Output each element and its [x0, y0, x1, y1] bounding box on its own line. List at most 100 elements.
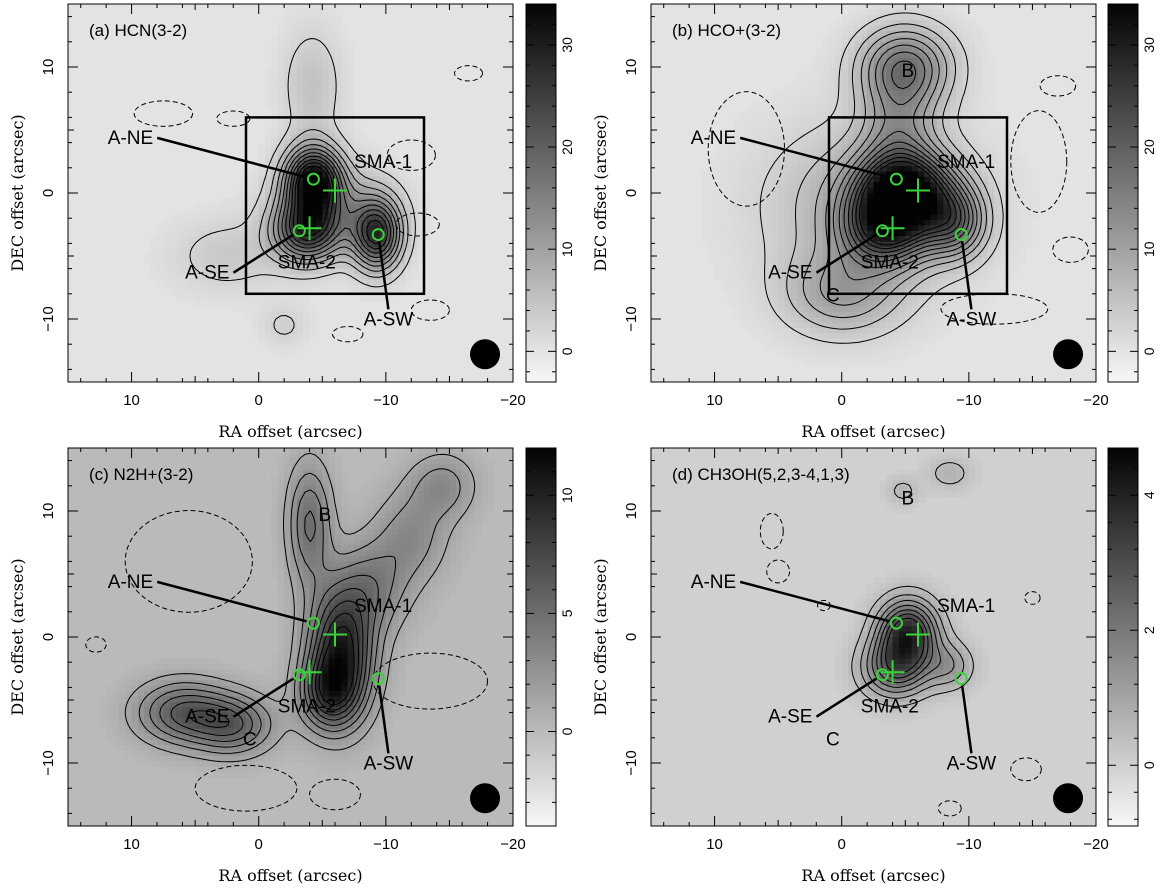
map-cell: [918, 36, 925, 43]
map-cell: [816, 360, 824, 367]
map-cell: [822, 268, 830, 275]
map-cell: [835, 317, 843, 324]
map-cell: [835, 106, 843, 113]
map-cell: [809, 58, 817, 64]
map-cell: [879, 182, 887, 189]
map-cell: [759, 284, 767, 291]
map-cell: [873, 95, 881, 102]
map-cell: [360, 187, 368, 194]
map-cell: [892, 166, 900, 172]
negative-contour: [940, 293, 1049, 325]
map-cell: [207, 674, 215, 681]
map-cell: [873, 176, 881, 183]
map-cell: [822, 247, 830, 253]
map-cell: [860, 274, 868, 280]
map-cell: [784, 95, 792, 102]
map-cell: [841, 241, 849, 248]
map-cell: [898, 236, 906, 243]
map-cell: [379, 182, 387, 189]
map-cell: [176, 707, 184, 714]
map-cell: [720, 241, 728, 248]
map-cell: [290, 301, 298, 307]
map-cell: [169, 290, 177, 297]
map-cell: [841, 322, 849, 329]
map-cell: [360, 220, 368, 226]
map-cell: [271, 529, 279, 535]
map-cell: [949, 187, 957, 194]
map-cell: [150, 669, 158, 676]
map-cell: [271, 41, 279, 48]
map-cell: [322, 106, 330, 113]
map-cell: [157, 674, 164, 681]
map-cell: [265, 761, 273, 768]
map-cell: [937, 25, 945, 32]
map-cell: [987, 58, 995, 64]
map-cell: [112, 739, 120, 746]
map-cell: [829, 122, 836, 129]
map-cell: [937, 36, 945, 43]
map-cell: [296, 47, 304, 54]
map-cell: [835, 198, 843, 205]
map-cell: [981, 47, 989, 54]
map-cell: [981, 187, 989, 194]
map-cell: [271, 507, 279, 514]
map-cell: [816, 117, 824, 124]
map-cell: [379, 171, 387, 178]
colorbar-label: 30: [1141, 37, 1157, 53]
map-cell: [746, 160, 754, 167]
map-cell: [347, 41, 355, 48]
map-cell: [841, 155, 849, 162]
map-cell: [733, 268, 741, 275]
map-cell: [848, 41, 856, 48]
map-cell: [373, 209, 381, 216]
map-cell: [303, 257, 311, 264]
map-cell: [892, 322, 900, 329]
map-cell: [937, 52, 945, 59]
map-cell: [1007, 187, 1014, 194]
map-cell: [290, 112, 298, 118]
map-cell: [746, 117, 754, 124]
map-cell: [373, 149, 381, 156]
map-cell: [265, 674, 273, 681]
map-cell: [379, 279, 387, 286]
map-cell: [1000, 209, 1008, 216]
map-cell: [290, 4, 298, 10]
map-cell: [892, 79, 900, 86]
negative-contour: [331, 325, 364, 343]
map-cell: [873, 79, 881, 86]
map-cell: [296, 182, 304, 189]
map-cell: [284, 311, 292, 318]
map-cell: [169, 274, 177, 280]
map-cell: [759, 268, 767, 275]
map-cell: [854, 155, 862, 162]
map-cell: [309, 128, 317, 135]
map-cell: [918, 284, 925, 291]
map-cell: [239, 257, 247, 264]
map-cell: [169, 664, 177, 670]
map-cell: [303, 139, 311, 145]
map-cell: [816, 257, 824, 264]
map-cell: [239, 750, 247, 757]
map-cell: [233, 718, 241, 724]
map-cell: [296, 79, 304, 86]
map-cell: [214, 766, 222, 773]
contour-level: [297, 165, 331, 237]
map-cell: [790, 257, 798, 264]
map-cell: [924, 4, 932, 10]
map-cell: [797, 225, 805, 232]
map-cell: [258, 144, 266, 151]
map-cell: [905, 144, 913, 151]
map-cell: [746, 328, 754, 334]
map-cell: [733, 187, 741, 194]
map-cell: [987, 209, 995, 216]
map-cell: [803, 160, 811, 167]
map-cell: [911, 52, 919, 59]
map-cell: [848, 225, 856, 232]
map-cell: [759, 122, 767, 129]
map-cell: [918, 14, 925, 21]
map-cell: [163, 236, 171, 243]
map-cell: [404, 263, 412, 270]
map-cell: [239, 772, 247, 778]
map-cell: [981, 117, 989, 124]
map-cell: [233, 750, 241, 757]
